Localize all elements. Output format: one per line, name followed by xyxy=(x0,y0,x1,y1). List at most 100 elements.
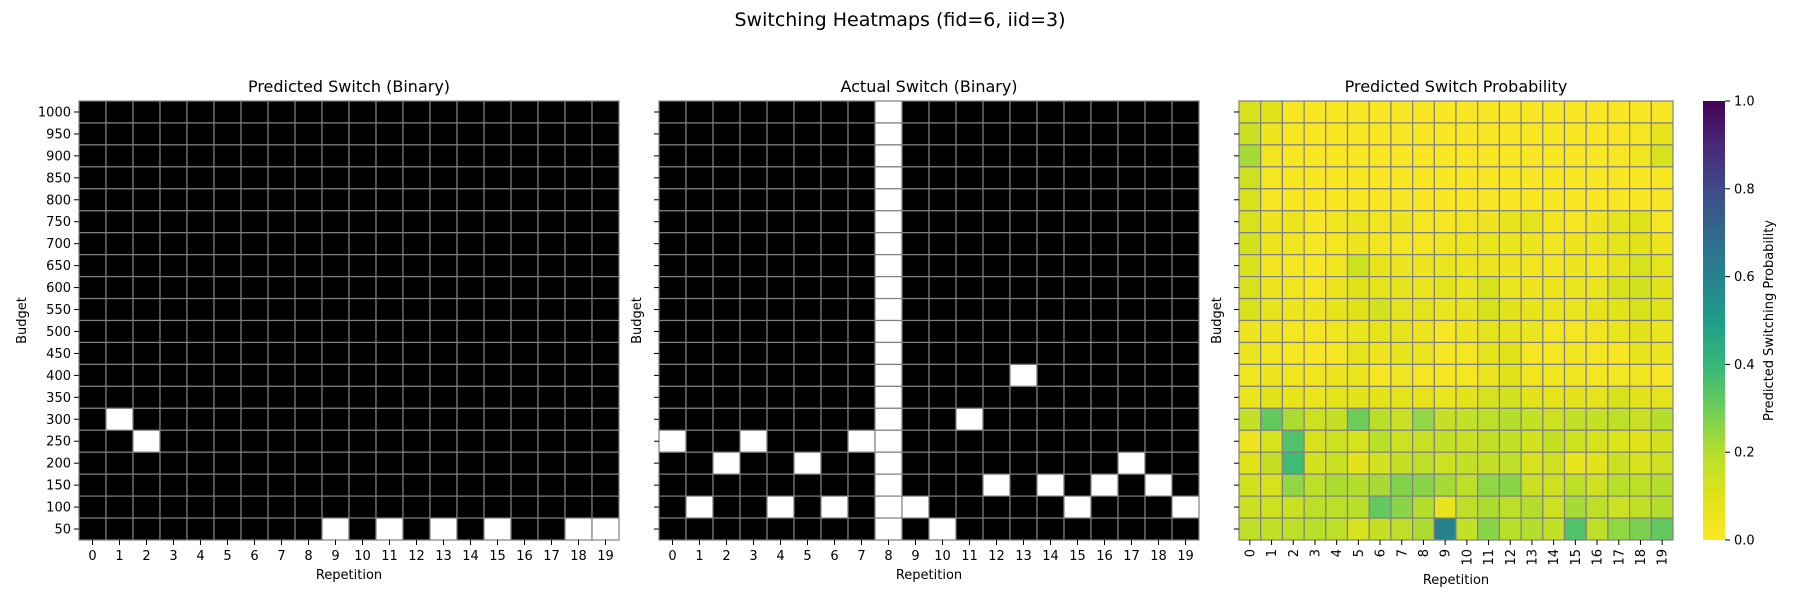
heatmap-cell xyxy=(564,254,593,278)
heatmap-cell xyxy=(874,144,903,168)
heatmap-cell xyxy=(1368,100,1392,124)
heatmap-cell xyxy=(1607,429,1631,453)
heatmap-cell xyxy=(1171,297,1200,322)
heatmap-cell xyxy=(1498,385,1522,409)
heatmap-cell xyxy=(1281,363,1305,387)
heatmap-cell xyxy=(537,100,566,124)
figure-title: Switching Heatmaps (fid=6, iid=3) xyxy=(734,9,1065,31)
heatmap-cell xyxy=(321,254,350,278)
heatmap-cell xyxy=(1650,254,1674,278)
heatmap-cell xyxy=(1563,473,1587,497)
heatmap-cell xyxy=(1238,495,1262,519)
heatmap-cell xyxy=(1238,122,1262,146)
heatmap-cell xyxy=(1238,473,1262,497)
heatmap-cell xyxy=(186,451,215,475)
heatmap-cell xyxy=(78,363,107,387)
heatmap-cell xyxy=(1433,517,1457,541)
y-tick-label: 100 xyxy=(46,501,71,516)
heatmap-cell xyxy=(1281,341,1305,366)
heatmap-cell xyxy=(1063,254,1092,278)
heatmap-cell xyxy=(375,407,404,431)
heatmap-cell xyxy=(955,319,984,344)
heatmap-cell xyxy=(982,451,1011,475)
heatmap-cell xyxy=(240,122,269,146)
heatmap-cell xyxy=(874,100,903,124)
heatmap-cell xyxy=(321,517,350,541)
heatmap-cell xyxy=(1303,144,1327,168)
heatmap-cell xyxy=(1390,232,1414,256)
heatmap-cell xyxy=(712,341,741,366)
heatmap-cell xyxy=(1171,495,1200,519)
y-tick-label: 50 xyxy=(54,523,71,538)
heatmap-cell xyxy=(348,210,377,234)
heatmap-cell xyxy=(874,232,903,256)
heatmap-cell xyxy=(1063,297,1092,322)
heatmap-cell xyxy=(1542,100,1566,124)
heatmap-cell xyxy=(294,319,323,344)
heatmap-cell xyxy=(1455,429,1479,453)
heatmap-cell xyxy=(1542,144,1566,168)
heatmap-cell xyxy=(564,210,593,234)
heatmap-cell xyxy=(1520,297,1544,322)
x-tick-label: 16 xyxy=(1591,549,1606,566)
heatmap-cell xyxy=(901,385,930,409)
heatmap-cell xyxy=(564,188,593,212)
heatmap-cell xyxy=(1144,517,1173,541)
heatmap-cell xyxy=(1498,188,1522,212)
x-tick-label: 8 xyxy=(304,549,312,564)
heatmap-cell xyxy=(1346,517,1370,541)
heatmap-cell xyxy=(928,166,957,190)
x-tick-label: 6 xyxy=(830,549,838,564)
heatmap-cell xyxy=(132,495,161,519)
heatmap-cell xyxy=(1520,276,1544,300)
heatmap-cell xyxy=(874,495,903,519)
heatmap-cell xyxy=(483,407,512,431)
heatmap-cell xyxy=(456,297,485,322)
heatmap-cell xyxy=(1411,495,1435,519)
heatmap-cell xyxy=(1563,363,1587,387)
heatmap-cell xyxy=(429,517,458,541)
heatmap-cell xyxy=(1542,473,1566,497)
heatmap-cell xyxy=(537,341,566,366)
heatmap-cell xyxy=(537,254,566,278)
heatmap-cell xyxy=(456,166,485,190)
heatmap-cell xyxy=(847,276,876,300)
heatmap-cell xyxy=(537,232,566,256)
heatmap-cell xyxy=(820,363,849,387)
heatmap-cell xyxy=(1090,517,1119,541)
heatmap-cell xyxy=(1238,232,1262,256)
heatmap-cell xyxy=(186,254,215,278)
heatmap-cell xyxy=(793,319,822,344)
heatmap-cell xyxy=(1607,297,1631,322)
heatmap-cell xyxy=(1303,517,1327,541)
heatmap-cell xyxy=(186,407,215,431)
heatmap-cell xyxy=(1477,341,1500,366)
heatmap-cell xyxy=(1117,517,1146,541)
heatmap-cell xyxy=(1346,495,1370,519)
heatmap-cell xyxy=(1281,122,1305,146)
heatmap-cell xyxy=(1009,473,1038,497)
heatmap-cell xyxy=(1390,363,1414,387)
heatmap-cell xyxy=(1063,122,1092,146)
heatmap-cell xyxy=(348,473,377,497)
x-tick-label: 3 xyxy=(749,549,757,564)
heatmap-cell xyxy=(213,429,242,453)
heatmap-cell xyxy=(847,517,876,541)
heatmap-cell xyxy=(240,210,269,234)
heatmap-cell xyxy=(375,517,404,541)
heatmap-cell xyxy=(766,188,795,212)
heatmap-cell xyxy=(1542,254,1566,278)
heatmap-cell xyxy=(510,385,539,409)
heatmap-cell xyxy=(1607,188,1631,212)
heatmap-cell xyxy=(1433,495,1457,519)
heatmap-cell xyxy=(1368,517,1392,541)
heatmap-cell xyxy=(1171,407,1200,431)
heatmap-cell xyxy=(1325,297,1349,322)
heatmap-cell xyxy=(1390,297,1414,322)
heatmap-cell xyxy=(1090,254,1119,278)
heatmap-cell xyxy=(294,407,323,431)
heatmap-cell xyxy=(982,341,1011,366)
heatmap-cell xyxy=(793,144,822,168)
heatmap-cell xyxy=(1346,210,1370,234)
heatmap-cell xyxy=(1281,100,1305,124)
